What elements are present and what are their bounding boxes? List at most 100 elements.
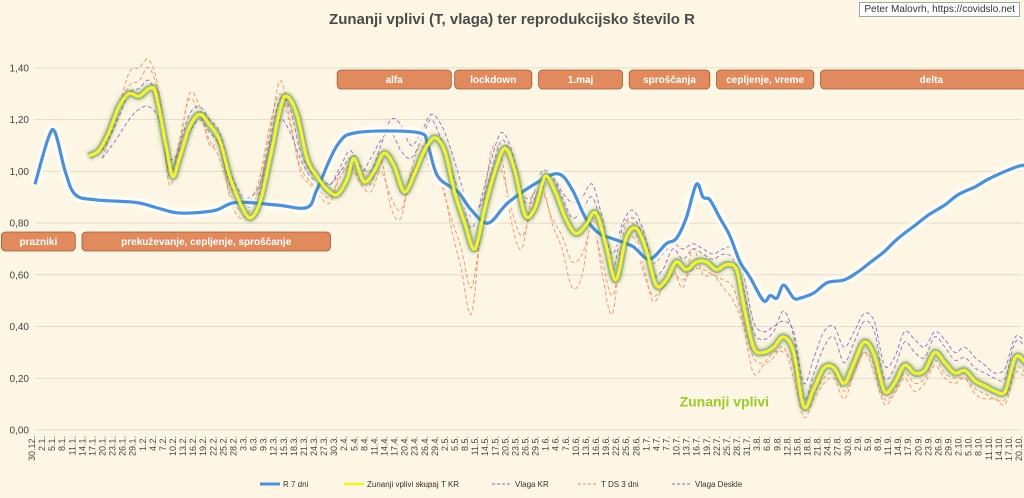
- x-tick-label: 7.6.: [561, 436, 571, 451]
- x-tick-label: 17.4.: [390, 436, 400, 456]
- x-tick-label: 5.1.: [47, 436, 57, 451]
- x-tick-label: 23.5.: [510, 436, 520, 456]
- x-tick-label: 19.6.: [601, 436, 611, 456]
- legend: R 7 dni Zunanji vplivi skupaj T KR Vlaga KR…: [260, 480, 743, 489]
- x-tick-label: 14.4.: [380, 436, 390, 456]
- y-tick-label: 0,60: [10, 270, 30, 281]
- x-tick-label: 10.6.: [571, 436, 581, 456]
- x-tick-label: 26.9.: [933, 436, 943, 456]
- chart-title: Zunanji vplivi (T, vlaga) ter reprodukci…: [329, 11, 695, 28]
- legend-item-vlaga-kr: Vlaga KR: [492, 480, 549, 489]
- annotation-1-maj: 1.maj: [538, 69, 623, 90]
- annotation-box: [454, 69, 533, 90]
- y-tick-label: 1,40: [10, 63, 30, 74]
- legend-label: R 7 dni: [283, 480, 309, 489]
- x-tick-label: 30.3.: [329, 436, 339, 456]
- annotation-box: [81, 231, 331, 252]
- annotation-label: sproščanja: [643, 75, 696, 86]
- x-tick-label: 16.2.: [188, 436, 198, 456]
- x-tick-label: 8.4.: [359, 436, 369, 451]
- x-tick-label: 9.3.: [259, 436, 269, 451]
- annotations: alfa lockdown 1.maj sproščanja cepljenje, vr…: [1, 69, 1024, 252]
- x-tick-label: 27.8.: [833, 436, 843, 456]
- series-labels: RZunanji vplivi: [680, 394, 769, 410]
- annotation-label: prekuževanje, cepljenje, sproščanje: [121, 237, 292, 248]
- x-tick-label: 24.3.: [309, 436, 319, 456]
- annotation-label: delta: [920, 75, 944, 86]
- credit[interactable]: Peter Malovrh, https://covidslo.net: [859, 2, 1020, 17]
- x-tick-label: 28.6.: [631, 436, 641, 456]
- y-tick-label: 0,80: [10, 219, 30, 230]
- x-tick-label: 9.8.: [772, 436, 782, 451]
- annotation-box: [628, 69, 711, 90]
- x-tick-label: 5.10.: [964, 436, 974, 456]
- annotation-spro-anja: sproščanja: [628, 69, 711, 90]
- x-tick-label: 1.7.: [641, 436, 651, 451]
- legend-item-t-ds-3-dni: T DS 3 dni: [578, 480, 639, 489]
- x-tick-label: 26.4.: [420, 436, 430, 456]
- y-tick-label: 1,20: [10, 115, 30, 126]
- annotation-prazniki: prazniki: [1, 231, 76, 252]
- x-tick-label: 28.7.: [732, 436, 742, 456]
- legend-label: T KR: [441, 480, 459, 489]
- x-tick-label: 17.1.: [87, 436, 97, 456]
- x-tick-label: 20.4.: [400, 436, 410, 456]
- legend-label: Zunanji vplivi skupaj: [367, 480, 439, 489]
- x-tick-label: 2.10.: [954, 436, 964, 456]
- x-tick-label: 27.3.: [319, 436, 329, 456]
- x-tick-label: 1.2.: [138, 436, 148, 451]
- x-tick-label: 11.5.: [470, 436, 480, 455]
- x-tick-label: 21.3.: [299, 436, 309, 456]
- x-tick-label: 1.6.: [541, 436, 551, 451]
- annotation-label: cepljenje, vreme: [726, 75, 804, 86]
- x-tick-label: 3.3.: [239, 436, 249, 451]
- legend-label: T DS 3 dni: [601, 480, 639, 489]
- x-tick-label: 8.9.: [873, 436, 883, 451]
- x-tick-label: 12.3.: [269, 436, 279, 456]
- x-tick-label: 13.6.: [581, 436, 591, 456]
- x-axis: 30.12. 2.1. 5.1. 8.1. 11.1. 14.1. 17.1. 20.1. 23…: [27, 436, 1024, 461]
- legend-item-r-7-dni: R 7 dni: [260, 480, 309, 489]
- annotation-alfa: alfa: [336, 69, 452, 90]
- x-tick-label: 23.1.: [108, 436, 118, 456]
- x-tick-label: 20.9.: [913, 436, 923, 456]
- x-tick-label: 29.4.: [430, 436, 440, 456]
- x-tick-label: 8.1.: [57, 436, 67, 451]
- x-tick-label: 11.9.: [883, 436, 893, 455]
- annotation-label: prazniki: [19, 237, 57, 248]
- solid-series: [31, 83, 1024, 412]
- x-tick-label: 4.7.: [651, 436, 661, 451]
- x-tick-label: 30.8.: [843, 436, 853, 456]
- x-tick-label: 2.1.: [37, 436, 47, 451]
- annotation-lockdown: lockdown: [454, 69, 533, 90]
- x-tick-label: 31.7.: [742, 436, 752, 456]
- x-tick-label: 2.4.: [339, 436, 349, 451]
- x-tick-label: 6.3.: [249, 436, 259, 451]
- y-tick-label: 0,00: [10, 426, 30, 437]
- annotation-box: [538, 69, 623, 90]
- x-tick-label: 14.9.: [893, 436, 903, 456]
- x-tick-label: 22.7.: [712, 436, 722, 456]
- y-tick-label: 0,40: [10, 322, 30, 333]
- x-tick-label: 6.8.: [762, 436, 772, 451]
- legend-item-zunanji-vplivi-skupaj: Zunanji vplivi skupaj: [344, 480, 439, 489]
- x-tick-label: 5.9.: [863, 436, 873, 451]
- x-tick-label: 24.8.: [823, 436, 833, 456]
- y-tick-label: 0,20: [10, 374, 30, 385]
- x-tick-label: 14.1.: [77, 436, 87, 456]
- annotation-box: [336, 69, 452, 90]
- x-tick-label: 17.9.: [903, 436, 913, 456]
- x-tick-label: 19.2.: [198, 436, 208, 456]
- annotation-preku-evanje-cepljenje-spro-anje: prekuževanje, cepljenje, sproščanje: [81, 231, 331, 252]
- x-tick-label: 23.4.: [410, 436, 420, 456]
- x-tick-label: 20.1.: [98, 436, 108, 456]
- x-tick-label: 12.8.: [782, 436, 792, 456]
- x-tick-label: 8.5.: [460, 436, 470, 451]
- x-tick-label: 5.5.: [450, 436, 460, 451]
- x-tick-label: 23.9.: [923, 436, 933, 456]
- x-tick-label: 18.3.: [289, 436, 299, 456]
- annotation-box: [1, 231, 76, 252]
- y-axis: 0,00 0,20 0,40 0,60 0,80 1,00 1,20 1,40: [10, 63, 30, 436]
- x-tick-label: 14.10.: [994, 436, 1004, 461]
